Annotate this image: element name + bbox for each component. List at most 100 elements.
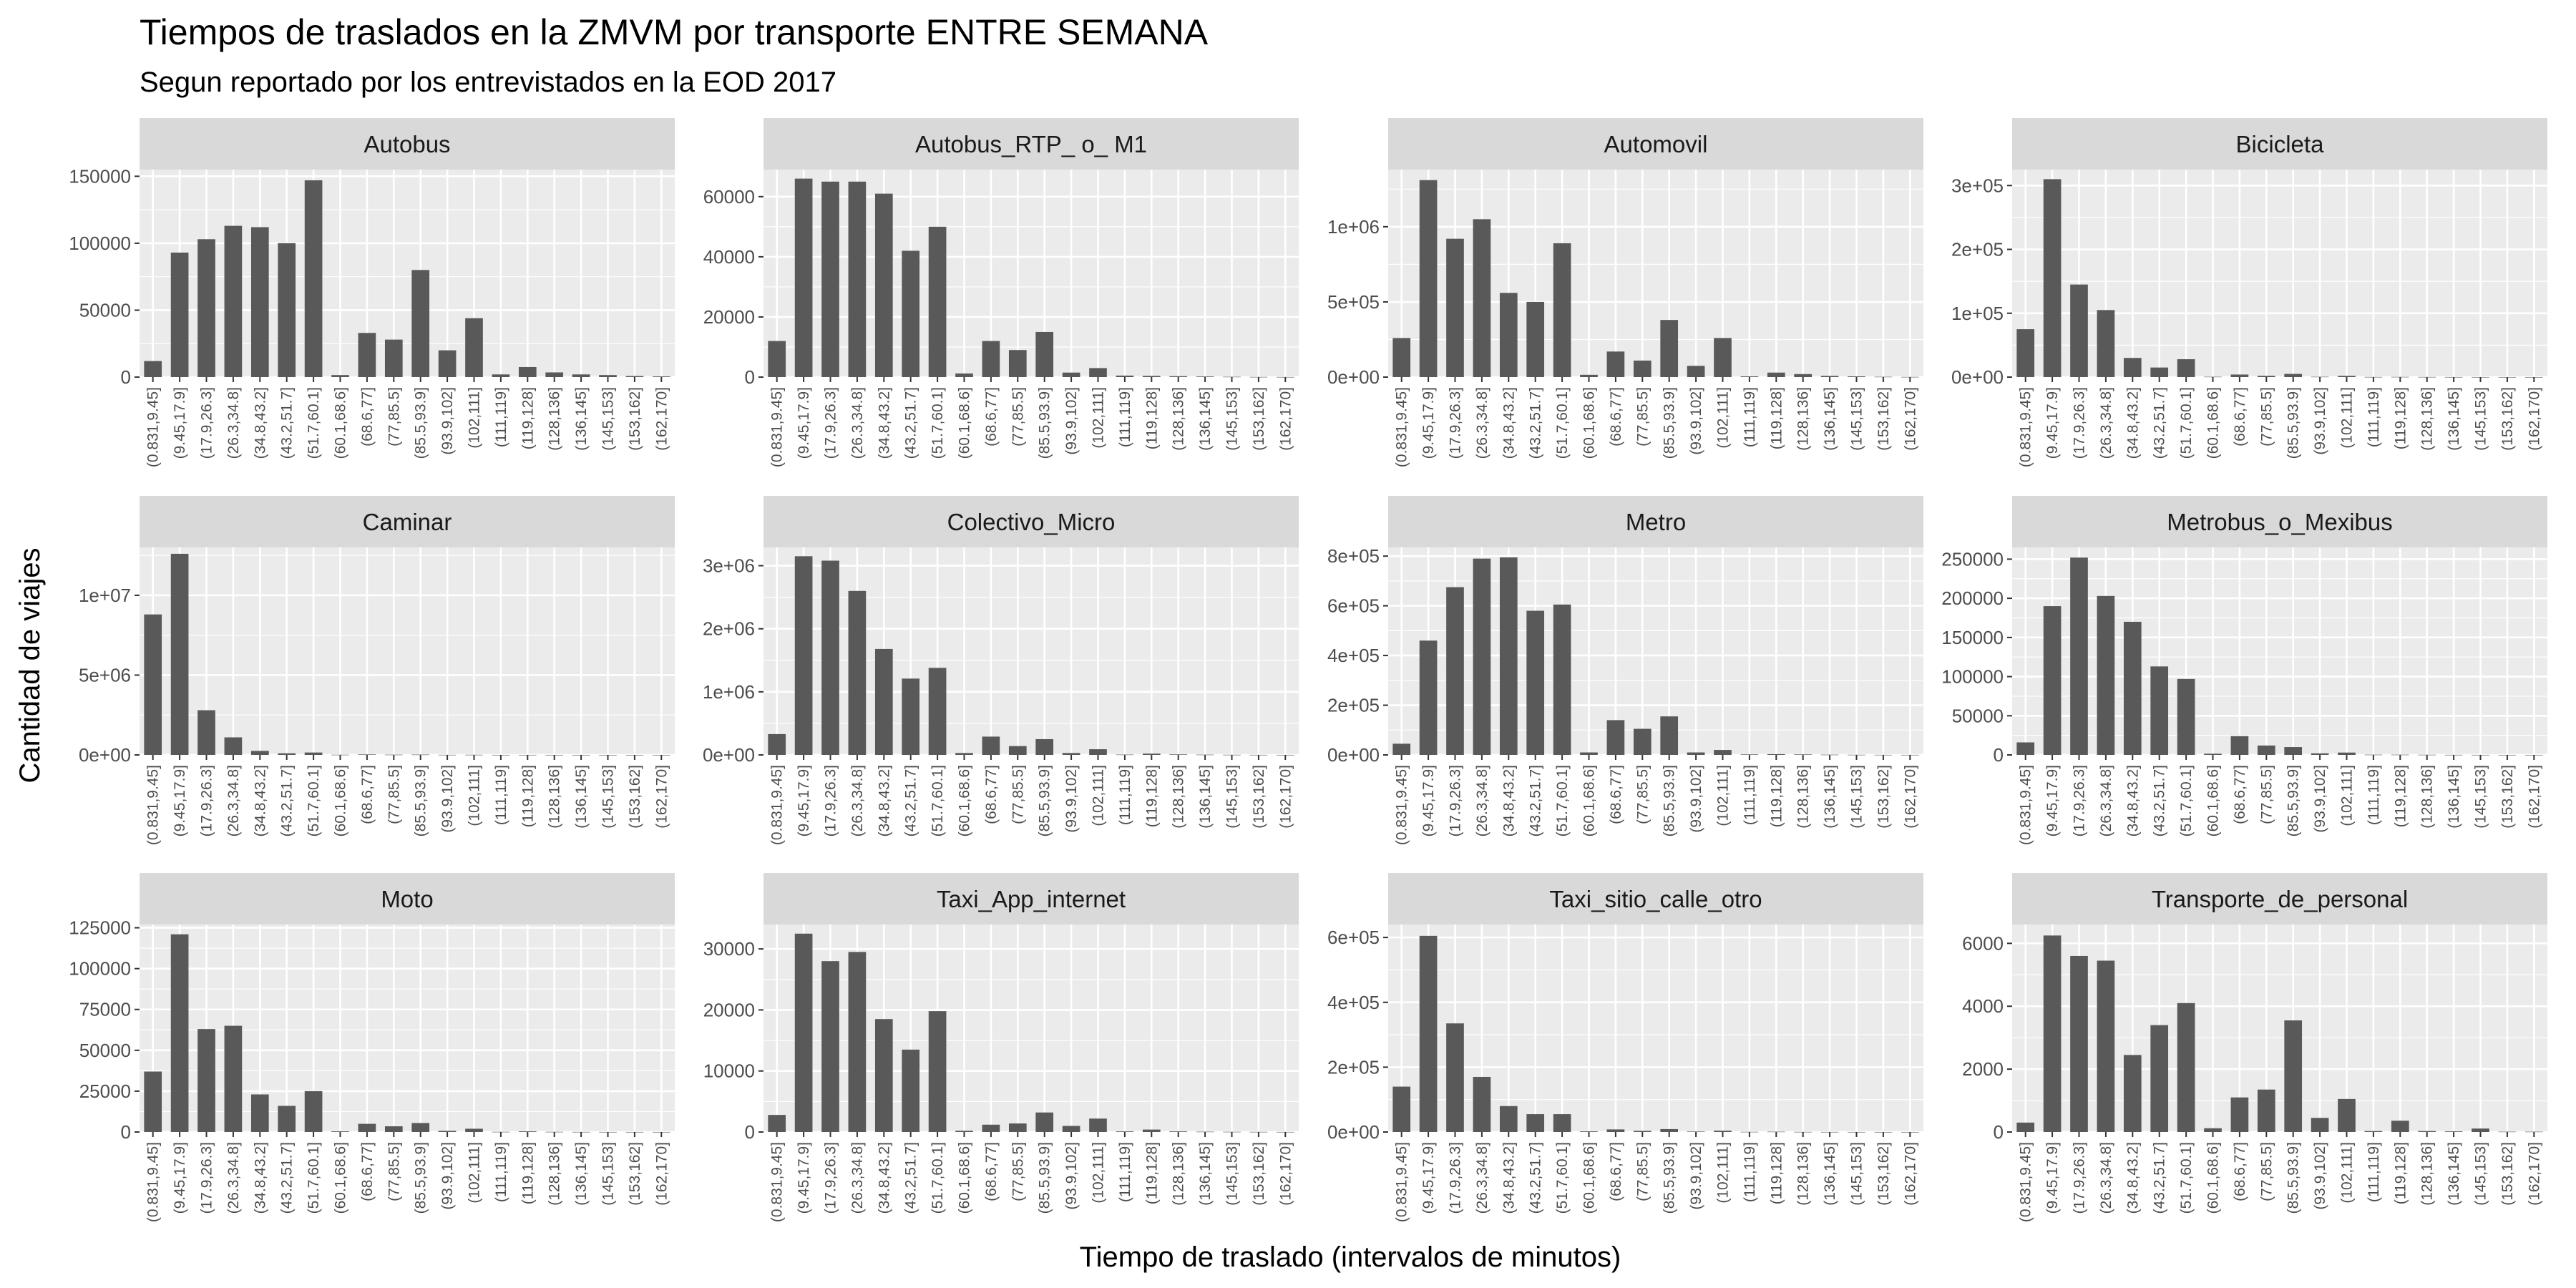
y-tick-label: 30000 <box>703 938 755 960</box>
plot-background <box>140 170 675 377</box>
x-tick-label: (43.2,51.7] <box>279 1142 296 1214</box>
y-tick-label: 1e+06 <box>703 681 755 703</box>
bar <box>1142 1129 1161 1132</box>
x-tick-label: (77,85.5] <box>1010 1142 1026 1201</box>
x-tick-label: (102,111] <box>1715 1142 1732 1204</box>
x-tick-label: (145,153] <box>1849 765 1865 829</box>
x-tick-label: (9.45,17.9] <box>1420 765 1437 836</box>
facet-panel: Transporte_de_personal 0 2000 4000 6000 (0.83… <box>1962 873 2547 1222</box>
bar <box>1419 640 1438 755</box>
x-tick-label: (60.1,68.6] <box>1581 387 1598 459</box>
x-tick-label: (128,136] <box>1171 1142 1187 1206</box>
facet-strip-label: Metro <box>1626 509 1686 535</box>
x-tick-label: (0.831,9.45] <box>2018 387 2034 467</box>
bar <box>572 374 590 377</box>
x-tick-label: (119,128] <box>2392 1142 2409 1204</box>
bar <box>2364 754 2383 756</box>
x-tick-label: (68.6,77] <box>983 765 1000 824</box>
x-tick-label: (9.45,17.9] <box>796 765 812 836</box>
y-tick-label: 0 <box>1994 1121 2004 1143</box>
x-tick-label: (43.2,51.7] <box>2152 1142 2168 1214</box>
bar <box>545 372 564 377</box>
facet-panel: Caminar 0e+00 5e+06 1e+07 (0.831,9.45] (9.45,… <box>79 496 675 845</box>
facet-strip <box>140 496 675 547</box>
x-tick-label: (162,170] <box>653 765 670 829</box>
bar <box>1008 1123 1027 1132</box>
x-tick-label: (162,170] <box>1277 765 1294 829</box>
x-tick-label: (17.9,26.3] <box>823 765 839 836</box>
bar <box>2230 374 2249 377</box>
bar <box>1687 1131 1705 1132</box>
bar <box>1714 1131 1732 1132</box>
x-tick-label: (51.7,60.1] <box>306 1142 322 1214</box>
bar <box>358 754 376 755</box>
facet-panel: Autobus 0 50000 100000 150000 (0.831,9.45] (9.… <box>69 118 675 467</box>
x-tick-label: (136,145] <box>1197 1142 1214 1206</box>
x-tick-label: (145,153] <box>2473 1142 2489 1206</box>
bar <box>1116 1131 1134 1132</box>
bar <box>794 933 813 1132</box>
x-tick-label: (145,153] <box>600 387 617 451</box>
x-tick-label: (17.9,26.3] <box>2072 765 2088 836</box>
x-tick-label: (128,136] <box>1171 387 1187 451</box>
x-tick-label: (17.9,26.3] <box>199 387 215 459</box>
x-tick-label: (119,128] <box>1768 765 1785 827</box>
x-tick-label: (26.3,34.8] <box>1474 387 1491 459</box>
bar <box>2257 745 2275 755</box>
x-tick-label: (136,145] <box>2446 387 2462 451</box>
bar <box>278 243 296 377</box>
bar <box>1687 752 1705 755</box>
x-tick-label: (102,111] <box>467 765 483 826</box>
bar <box>848 590 867 755</box>
bar <box>197 710 215 755</box>
x-tick-label: (136,145] <box>573 1142 590 1206</box>
x-tick-label: (26.3,34.8] <box>849 1142 866 1214</box>
y-tick-label: 100000 <box>69 958 131 980</box>
bar <box>278 1106 296 1132</box>
x-tick-label: (68.6,77] <box>1608 765 1624 824</box>
bar <box>1035 738 1054 755</box>
bar <box>1499 557 1518 755</box>
x-tick-label: (85.5,93.9] <box>2285 1142 2302 1214</box>
x-tick-label: (85.5,93.9] <box>413 387 429 459</box>
x-tick-label: (162,170] <box>1902 1142 1918 1206</box>
bar <box>2016 329 2035 377</box>
y-tick-label: 60000 <box>703 186 755 208</box>
facet-strip-label: Taxi_App_internet <box>937 886 1126 912</box>
bar <box>2230 1097 2249 1132</box>
x-tick-label: (60.1,68.6] <box>333 387 349 459</box>
x-tick-label: (26.3,34.8] <box>225 1142 242 1214</box>
x-tick-label: (93.9,102] <box>2312 387 2328 455</box>
x-tick-label: (145,153] <box>2473 765 2489 829</box>
x-tick-label: (85.5,93.9] <box>2285 387 2302 459</box>
bar <box>2284 1020 2303 1132</box>
facet-panel: Taxi_App_internet 0 10000 20000 30000 (0.831,… <box>703 873 1299 1222</box>
bar <box>768 1115 786 1132</box>
x-tick-label: (128,136] <box>2419 387 2436 451</box>
chart-subtitle: Segun reportado por los entrevistados en… <box>140 67 836 98</box>
facet-strip <box>2012 873 2547 924</box>
bar <box>874 648 893 755</box>
y-tick-label: 0e+00 <box>1327 366 1380 388</box>
x-tick-label: (136,145] <box>1197 387 1214 451</box>
bar <box>928 668 947 755</box>
y-tick-label: 50000 <box>79 1040 131 1061</box>
x-tick-label: (93.9,102] <box>1063 765 1080 833</box>
x-tick-label: (102,111] <box>1091 765 1107 826</box>
x-tick-label: (111,119] <box>493 765 509 825</box>
bar <box>1553 1114 1571 1132</box>
x-tick-label: (9.45,17.9] <box>1420 387 1437 459</box>
x-tick-label: (77,85.5] <box>2258 387 2275 447</box>
facet-panel: Metrobus_o_Mexibus 0 50000 100000 150000 2000… <box>1941 496 2547 845</box>
x-tick-label: (119,128] <box>2392 765 2409 827</box>
x-tick-label: (26.3,34.8] <box>2098 765 2114 836</box>
x-tick-label: (93.9,102] <box>1063 387 1080 455</box>
bar <box>250 751 269 755</box>
x-tick-label: (93.9,102] <box>439 765 456 833</box>
x-tick-label: (85.5,93.9] <box>1662 1142 1678 1214</box>
x-tick-label: (136,145] <box>1822 387 1838 451</box>
y-tick-label: 6e+05 <box>1327 927 1380 948</box>
x-tick-label: (68.6,77] <box>1608 387 1624 447</box>
x-tick-label: (136,145] <box>573 765 590 829</box>
